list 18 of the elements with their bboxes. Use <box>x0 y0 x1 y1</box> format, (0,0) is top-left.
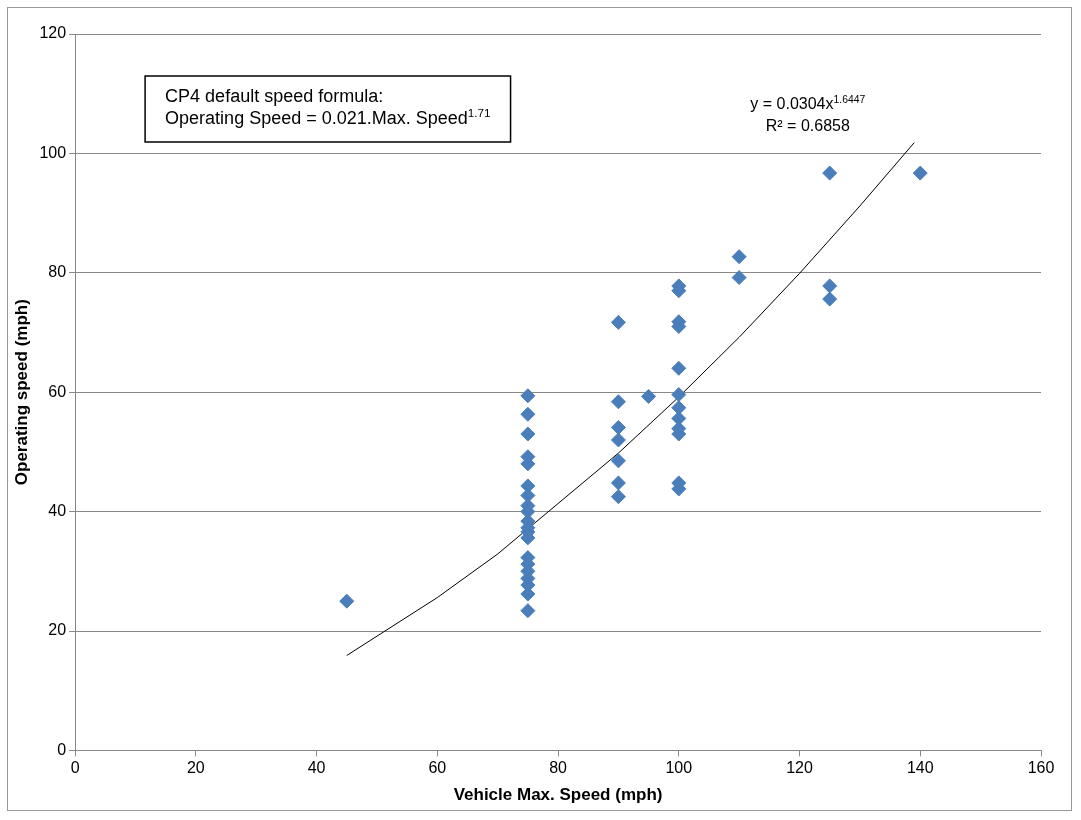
y-tick-label: 40 <box>48 502 67 520</box>
x-tick-label: 140 <box>906 759 934 777</box>
x-tick-label: 20 <box>186 759 205 777</box>
x-tick-label: 60 <box>428 759 447 777</box>
x-tick-label: 40 <box>307 759 326 777</box>
x-tick-label: 100 <box>665 759 693 777</box>
y-tick-label: 100 <box>39 143 67 161</box>
x-tick-label: 80 <box>549 759 568 777</box>
y-tick-label: 20 <box>48 621 67 639</box>
y-tick-label: 80 <box>48 263 67 281</box>
y-tick-label: 60 <box>48 382 67 400</box>
x-tick-label: 120 <box>786 759 813 777</box>
x-tick-label: 0 <box>70 759 80 777</box>
y-axis-title: Operating speed (mph) <box>11 299 31 486</box>
x-tick-label: 160 <box>1027 759 1055 777</box>
y-tick-label: 0 <box>57 740 67 758</box>
x-axis-title: Vehicle Max. Speed (mph) <box>453 785 663 805</box>
y-tick-label: 120 <box>39 24 67 42</box>
